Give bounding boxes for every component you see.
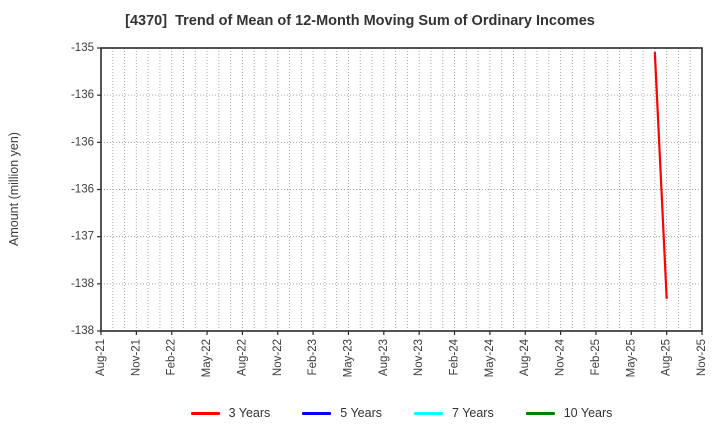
y-tick-label: -135	[71, 42, 94, 54]
legend-item-10-years: 10 Years	[525, 406, 613, 420]
x-tick-label: May-24	[484, 338, 496, 377]
x-tick-label: May-23	[342, 339, 354, 377]
x-tick-label: Feb-25	[590, 339, 602, 375]
x-tick-label: Aug-22	[236, 339, 248, 376]
x-tick-label: Aug-23	[378, 339, 390, 376]
legend-label: 10 Years	[563, 406, 613, 420]
x-tick-label: May-25	[625, 339, 637, 377]
x-tick-label: Aug-21	[95, 339, 107, 376]
chart-title: [4370] Trend of Mean of 12-Month Moving …	[125, 13, 595, 29]
x-tick-label: Nov-24	[555, 338, 567, 376]
legend: 3 Years 5 Years 7 Years 10 Years	[101, 406, 702, 420]
y-tick-label: -137	[71, 231, 94, 243]
x-tick-label: Aug-25	[661, 339, 673, 376]
legend-swatch	[302, 411, 332, 415]
legend-label: 5 Years	[340, 406, 383, 420]
y-tick-label: -136	[71, 89, 94, 101]
x-tick-label: Feb-22	[166, 339, 178, 375]
legend-swatch	[190, 411, 220, 415]
x-tick-label: Nov-21	[130, 339, 142, 376]
legend-swatch	[414, 411, 444, 415]
x-tick-label: Nov-23	[413, 339, 425, 376]
x-tick-label: Nov-22	[272, 339, 284, 376]
legend-item-5-years: 5 Years	[302, 406, 382, 420]
legend-item-7-years: 7 Years	[414, 406, 494, 420]
legend-item-3-years: 3 Years	[190, 406, 271, 420]
x-tick-label: Feb-23	[307, 339, 319, 375]
x-tick-label: Aug-24	[519, 338, 531, 376]
y-tick-label: -136	[71, 136, 94, 148]
x-tick-label: Nov-25	[696, 339, 708, 376]
legend-label: 7 Years	[452, 406, 494, 420]
x-tick-label: May-22	[201, 339, 213, 377]
series-line-3-years	[653, 51, 668, 300]
legend-label: 3 Years	[228, 406, 271, 420]
y-tick-label: -138	[71, 325, 94, 337]
legend-swatch	[525, 411, 555, 415]
y-tick-label: -138	[71, 278, 94, 290]
x-tick-label: Feb-24	[449, 338, 461, 375]
y-tick-label: -136	[71, 184, 94, 196]
